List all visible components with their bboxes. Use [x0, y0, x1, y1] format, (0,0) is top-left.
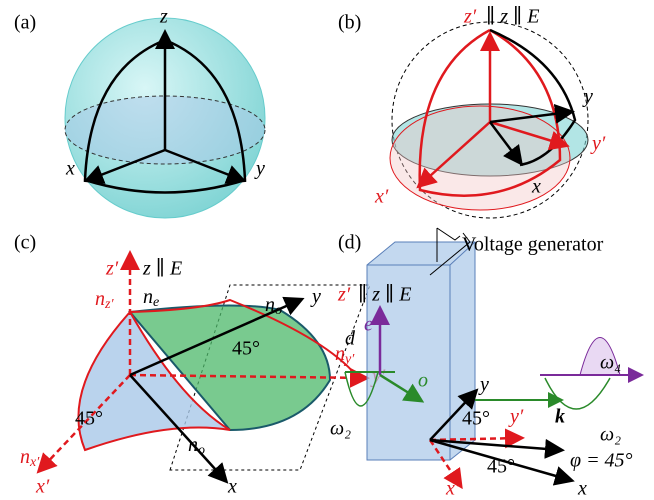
e-label: e — [364, 314, 373, 336]
figure: (a) z x y (b) z′ ∥ z ∥ E⃗ y y′ x′ x (c) … — [0, 0, 654, 500]
axis-label: z ∥ E⃗ — [142, 258, 198, 280]
index-label: nx′ — [20, 446, 40, 471]
axis-label: y′ — [508, 406, 524, 428]
frequency-label: ω₂ — [600, 424, 621, 446]
axis-label: x — [531, 176, 541, 198]
axis-label: x — [227, 476, 237, 498]
panel-label: (d) — [338, 232, 361, 254]
frequency-label: ω₂ — [330, 418, 351, 440]
axis-label: y — [582, 86, 593, 108]
index-label: no — [265, 294, 282, 319]
pulse-right — [545, 378, 610, 409]
axis-label: z′ — [337, 284, 351, 306]
panel-label: (c) — [14, 232, 36, 254]
axis-label: y — [254, 158, 265, 180]
angle-label: 45° — [232, 338, 260, 360]
panel-d: (d) Voltage generator z′ ∥ z ∥ E⃗ d e o … — [330, 228, 640, 500]
angle-label: 45° — [487, 456, 515, 478]
index-label: ne — [143, 286, 159, 311]
panel-label: (b) — [338, 12, 361, 34]
panel-c: (c) z′ z ∥ E⃗ nz′ ne no y 45° ny′ y′ 45°… — [14, 232, 386, 498]
axis-label: x′ — [445, 478, 460, 500]
axis-label: z — [159, 6, 168, 28]
axis-label: x — [65, 158, 75, 180]
angle-label: φ = 45° — [570, 450, 633, 472]
axis-label: ∥ z ∥ E⃗ — [486, 6, 555, 28]
panel-label: (a) — [14, 12, 36, 34]
generator-label: Voltage generator — [462, 234, 604, 256]
index-label: no — [188, 434, 205, 459]
axis-label: y — [310, 286, 321, 308]
axis-label: x′ — [374, 186, 389, 208]
k-label: k⃗ — [555, 406, 581, 428]
axis-label: ∥ z ∥ E⃗ — [358, 284, 427, 306]
axis-label: y′ — [590, 133, 606, 155]
crystal — [367, 242, 475, 460]
panel-b: (b) z′ ∥ z ∥ E⃗ y y′ x′ x — [338, 6, 606, 218]
index-label: nz′ — [95, 288, 114, 313]
o-label: o — [418, 370, 428, 392]
angle-label: 45° — [462, 408, 490, 430]
axis-label: x — [577, 478, 587, 500]
panel-a: (a) z x y — [14, 6, 265, 218]
axis-label: y — [478, 374, 489, 396]
axis-label: z′ — [463, 6, 477, 28]
axis-label: x′ — [35, 476, 50, 498]
thickness-label: d — [345, 328, 356, 350]
angle-label: 45° — [75, 408, 103, 430]
axis-label: z′ — [105, 258, 119, 280]
frequency-label: ω₄ — [600, 352, 621, 374]
